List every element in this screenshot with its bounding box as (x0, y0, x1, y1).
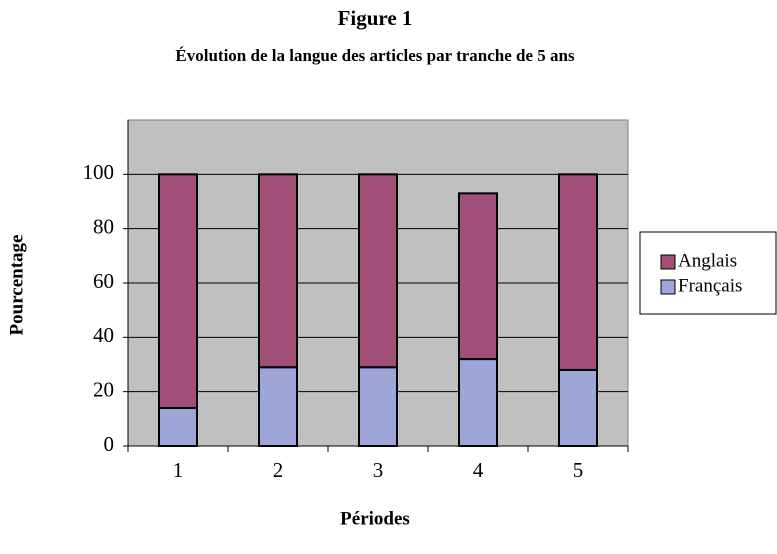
legend-label: Français (678, 275, 742, 296)
y-tick-label: 0 (104, 432, 115, 456)
x-tick-label: 2 (273, 458, 284, 482)
bar-segment (558, 368, 598, 447)
x-axis-label: Périodes (340, 508, 410, 529)
bar-segment (458, 358, 498, 448)
x-tick-label: 4 (473, 458, 484, 482)
y-axis-label: Pourcentage (6, 235, 27, 336)
y-tick-label: 60 (93, 269, 114, 293)
bar-segment (258, 173, 298, 369)
legend-box (639, 231, 777, 315)
bar-segment (558, 173, 598, 371)
bar-segment (458, 192, 498, 361)
y-tick-label: 20 (93, 377, 114, 401)
legend-swatch (660, 254, 676, 270)
y-tick-label: 100 (83, 160, 115, 184)
legend-label: Anglais (678, 250, 737, 271)
chart-title: Figure 1 (338, 6, 413, 30)
bar-segment (358, 173, 398, 369)
x-tick-label: 5 (573, 458, 584, 482)
bar-segment (158, 173, 198, 409)
bar-segment (358, 366, 398, 448)
chart-subtitle: Évolution de la langue des articles par … (175, 46, 575, 65)
legend-swatch (660, 279, 676, 295)
y-tick-label: 40 (93, 323, 114, 347)
bar-segment (158, 406, 198, 448)
bar-segment (258, 366, 298, 448)
x-tick-label: 3 (373, 458, 384, 482)
y-tick-label: 80 (93, 214, 114, 238)
x-tick-label: 1 (173, 458, 184, 482)
